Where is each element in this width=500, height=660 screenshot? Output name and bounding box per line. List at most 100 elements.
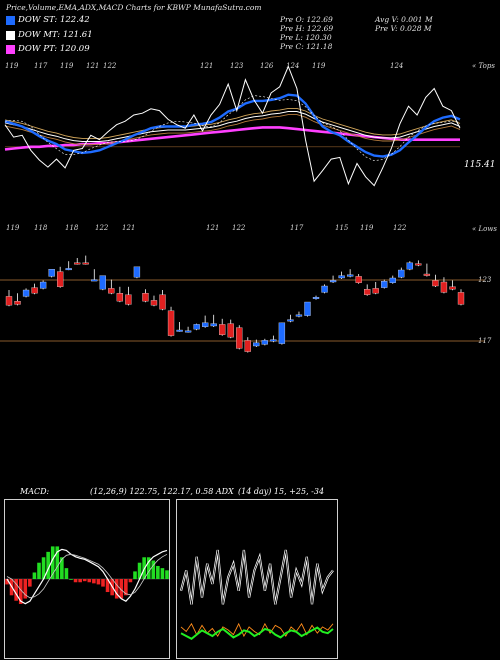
low-label: 119 bbox=[6, 224, 20, 232]
level-label-lower: 117 bbox=[478, 337, 492, 345]
candle-body bbox=[270, 339, 277, 342]
candle-body bbox=[133, 266, 141, 278]
plus-di-inner-line bbox=[180, 549, 334, 605]
ema-band-lower-line bbox=[4, 114, 461, 146]
macd-histogram-bar bbox=[41, 557, 46, 579]
candle-body bbox=[295, 314, 303, 317]
macd-histogram-bar bbox=[92, 579, 96, 584]
candle-body bbox=[202, 322, 209, 327]
macd-histogram-bar bbox=[64, 568, 69, 579]
macd-histogram-bar bbox=[69, 579, 73, 580]
candle-body bbox=[14, 301, 21, 305]
macd-values: (12,26,9) 122.75, 122.17, 0.58 ADX bbox=[90, 487, 234, 496]
candle-body bbox=[48, 269, 55, 277]
low-label: 121 bbox=[206, 224, 220, 232]
candle-body bbox=[389, 277, 396, 283]
macd-histogram-bar bbox=[23, 579, 28, 599]
candle-body bbox=[57, 271, 64, 287]
stat-pre-close: Pre C: 121.18 bbox=[280, 42, 333, 51]
candle-body bbox=[440, 281, 448, 293]
ema-st-line bbox=[4, 93, 461, 158]
candle-body bbox=[457, 292, 465, 305]
macd-histogram-bar bbox=[160, 568, 165, 579]
macd-histogram-bar bbox=[78, 579, 82, 583]
stat-pre-low: Pre L: 120.30 bbox=[280, 33, 332, 42]
low-label: 122 bbox=[393, 224, 407, 232]
candle-body bbox=[364, 289, 371, 295]
candle-body bbox=[219, 324, 226, 335]
macd-histogram-bar bbox=[87, 579, 92, 583]
macd-histogram-bar bbox=[133, 571, 137, 579]
macd-line bbox=[6, 548, 168, 605]
macd-histogram-bar bbox=[60, 557, 64, 579]
macd-histogram-bar bbox=[18, 579, 23, 604]
ema-mt-line bbox=[4, 111, 461, 142]
adx-line bbox=[180, 626, 334, 640]
last-price-label: 115.41 bbox=[464, 160, 496, 170]
macd-histogram-bar bbox=[114, 579, 119, 599]
candle-body bbox=[184, 330, 192, 333]
legend-dow-mt: DOW MT: 121.61 bbox=[6, 30, 93, 40]
macd-label: MACD: bbox=[20, 487, 50, 496]
top-label: 123 bbox=[230, 62, 244, 70]
candle-body bbox=[176, 329, 183, 332]
candle-body bbox=[236, 327, 243, 349]
close-price-line bbox=[4, 65, 461, 187]
macd-histogram-bar bbox=[96, 579, 101, 585]
macd-histogram-bar bbox=[50, 546, 55, 579]
macd-histogram-bar bbox=[5, 579, 9, 585]
top-label: 119 bbox=[5, 62, 19, 70]
candle-body bbox=[227, 323, 234, 338]
candle-body bbox=[346, 274, 354, 277]
legend-swatch-st bbox=[6, 15, 15, 25]
macd-histogram-bar bbox=[28, 579, 32, 587]
candle-body bbox=[261, 340, 268, 345]
candle-body bbox=[432, 280, 439, 287]
macd-histogram-bar bbox=[105, 579, 110, 593]
low-label: 115 bbox=[335, 224, 349, 232]
candle-body bbox=[338, 275, 345, 279]
macd-histogram-bar bbox=[55, 546, 60, 579]
macd-histogram-bar bbox=[37, 562, 41, 579]
candle-body bbox=[398, 269, 405, 278]
candle-body bbox=[5, 296, 13, 306]
legend-swatch-pt bbox=[6, 44, 15, 54]
plus-di-line bbox=[179, 549, 334, 605]
ema-band-upper-line bbox=[4, 107, 461, 139]
candle-body bbox=[312, 297, 320, 299]
tops-label: « Tops bbox=[472, 62, 495, 70]
adx-panel bbox=[176, 499, 338, 659]
candle-body bbox=[150, 300, 158, 306]
candle-body bbox=[253, 342, 260, 347]
candle-body bbox=[210, 323, 217, 327]
candle-body bbox=[287, 319, 294, 322]
candle-body bbox=[65, 268, 72, 271]
legend-dow-pt: DOW PT: 120.09 bbox=[6, 44, 90, 54]
stat-pre-high: Pre H: 122.69 bbox=[280, 24, 334, 33]
candle-body bbox=[108, 288, 115, 294]
candle-body bbox=[116, 293, 124, 302]
candle-body bbox=[406, 262, 413, 270]
candle-body bbox=[99, 275, 106, 290]
macd-histogram-bar bbox=[124, 579, 128, 596]
top-label: 126 bbox=[260, 62, 274, 70]
candle-body bbox=[423, 273, 431, 276]
candle-body bbox=[372, 288, 379, 294]
low-label: 122 bbox=[95, 224, 109, 232]
legend-dow-st: DOW ST: 122.42 bbox=[6, 15, 90, 25]
candle-body bbox=[329, 280, 337, 283]
low-label: 122 bbox=[232, 224, 246, 232]
stat-pre-volume: Pre V: 0.028 M bbox=[375, 24, 432, 33]
low-label: 118 bbox=[65, 224, 79, 232]
lows-label: « Lows bbox=[472, 225, 497, 233]
legend-label-st: DOW ST: 122.42 bbox=[18, 15, 90, 25]
legend-label-mt: DOW MT: 121.61 bbox=[18, 30, 93, 40]
macd-histogram-bar bbox=[46, 551, 50, 579]
top-label: 124 bbox=[390, 62, 404, 70]
macd-histogram-bar bbox=[82, 579, 87, 582]
legend-label-pt: DOW PT: 120.09 bbox=[18, 44, 90, 54]
candle-body bbox=[82, 262, 89, 265]
candle-body bbox=[415, 263, 422, 266]
top-label: 119 bbox=[312, 62, 326, 70]
macd-panel bbox=[4, 499, 170, 659]
